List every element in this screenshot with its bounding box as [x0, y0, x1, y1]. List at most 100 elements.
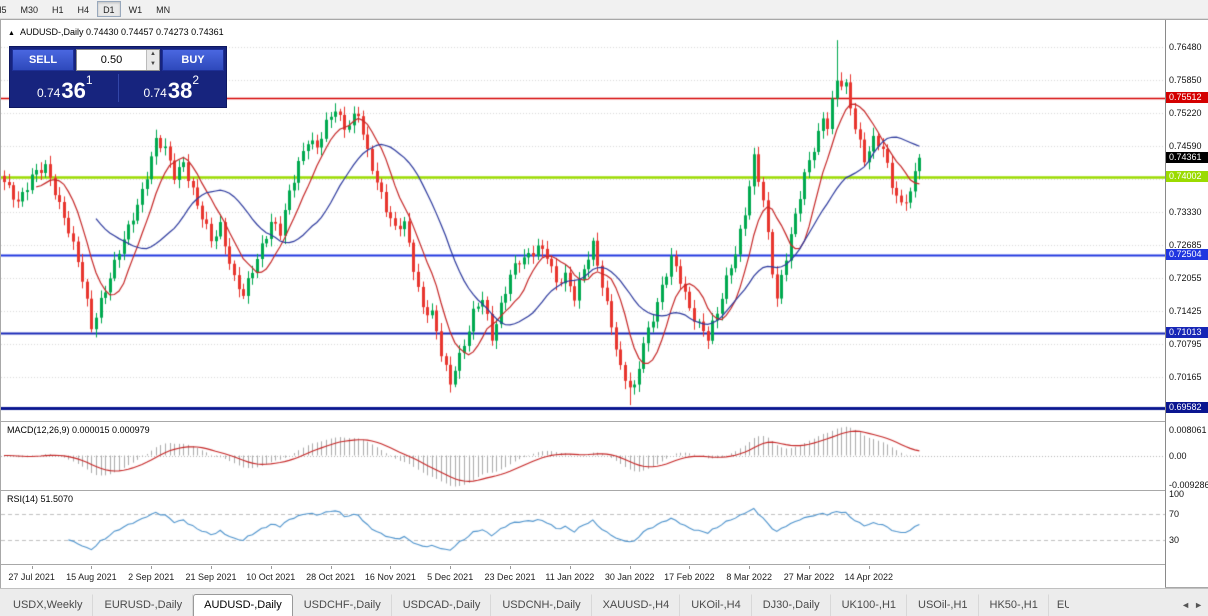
price-axis-label: 0.72055 [1169, 273, 1202, 284]
sell-price-sup-digit: 1 [85, 73, 93, 87]
time-axis-label: 23 Dec 2021 [484, 572, 536, 582]
time-axis-label: 10 Oct 2021 [246, 572, 296, 582]
tab-scroll-controls: ◄ ► [1181, 594, 1206, 616]
time-axis-tick [869, 566, 870, 569]
time-axis-label: 30 Jan 2022 [604, 572, 655, 582]
chart-tab-usdcnh-daily[interactable]: USDCNH-,Daily [491, 594, 592, 616]
timeframe-button-w1[interactable]: W1 [128, 5, 143, 15]
time-axis-label: 28 Oct 2021 [306, 572, 356, 582]
timeframe-button-d1[interactable]: D1 [97, 1, 121, 17]
price-scale[interactable]: 0.76480 0.75850 0.75220 0.74590 0.73330 0.726… [1165, 20, 1208, 587]
macd-axis-label: -0.009286 [1169, 480, 1208, 491]
time-axis-label: 17 Feb 2022 [664, 572, 715, 582]
time-axis-label: 15 Aug 2021 [66, 572, 117, 582]
level-price-label: 0.75512 [1166, 92, 1208, 104]
timeframe-button-h4[interactable]: H4 [77, 5, 90, 15]
pane-separator-rsi[interactable] [1, 490, 1207, 491]
price-axis-label: 0.75850 [1169, 74, 1202, 85]
lot-size-field[interactable]: 0.50 ▲ ▼ [76, 49, 160, 71]
chart-tab-eurusd-daily[interactable]: EURUSD-,Daily [93, 594, 194, 616]
chart-tab-usoil-h1[interactable]: USOil-,H1 [907, 594, 979, 616]
timeframe-button-h1[interactable]: H1 [52, 5, 64, 15]
price-axis-label: 0.73330 [1169, 206, 1202, 217]
lot-size-value[interactable]: 0.50 [100, 54, 123, 66]
price-chart-canvas[interactable] [1, 20, 1165, 565]
time-axis-label: 5 Dec 2021 [427, 572, 474, 582]
time-axis-label: 11 Jan 2022 [545, 572, 595, 582]
macd-indicator-label: MACD(12,26,9) 0.000015 0.000979 [7, 425, 150, 435]
buy-price-sup-digit: 2 [192, 73, 200, 87]
sell-button[interactable]: SELL [12, 49, 74, 71]
time-axis-tick [91, 566, 92, 569]
chart-tab-uk100-h1[interactable]: UK100-,H1 [831, 594, 908, 616]
sell-price-prefix: 0.74 [36, 86, 61, 100]
time-axis-label: 8 Mar 2022 [726, 572, 772, 582]
chart-collapse-icon[interactable]: ▲ [8, 30, 15, 37]
level-price-label: 0.72504 [1166, 249, 1208, 261]
time-axis-tick [450, 566, 451, 569]
chart-tab-usdx-weekly[interactable]: USDX,Weekly [2, 594, 94, 616]
price-axis-label: 0.70165 [1169, 372, 1202, 383]
chart-tab-hk50-h1[interactable]: HK50-,H1 [979, 594, 1049, 616]
pane-separator-timescale[interactable] [1, 564, 1207, 565]
chart-tab-usdcad-daily[interactable]: USDCAD-,Daily [392, 594, 492, 616]
buy-button[interactable]: BUY [162, 49, 224, 71]
chart-tab-xauusd-h4[interactable]: XAUUSD-,H4 [592, 594, 681, 616]
rsi-indicator-label: RSI(14) 51.5070 [7, 494, 74, 504]
time-axis-tick [271, 566, 272, 569]
chart-ohlc-values: 0.74430 0.74457 0.74273 0.74361 [85, 27, 224, 37]
timeframe-button-mn[interactable]: MN [156, 5, 171, 15]
rsi-axis-label: 100 [1169, 489, 1185, 499]
current-price-label: 0.74361 [1166, 152, 1208, 164]
buy-price-display[interactable]: 0.74 38 2 [119, 71, 225, 105]
time-axis-tick [331, 566, 332, 569]
macd-axis-label: 0.008061 [1169, 424, 1207, 435]
buy-price-big-digits: 38 [167, 78, 193, 103]
price-axis-label: 0.74590 [1169, 140, 1202, 151]
chart-tab-usdchf-daily[interactable]: USDCHF-,Daily [293, 594, 392, 616]
time-axis-label: 27 Mar 2022 [783, 572, 835, 582]
time-axis-tick [32, 566, 33, 569]
time-axis-tick [689, 566, 690, 569]
sell-price-big-digits: 36 [61, 78, 86, 103]
level-price-label: 0.71013 [1166, 327, 1208, 339]
time-axis-label: 21 Sep 2021 [185, 572, 237, 582]
chart-ohlc-title: ▲ AUDUSD-,Daily 0.74430 0.74457 0.74273 … [8, 27, 224, 37]
price-axis-label: 0.76480 [1169, 41, 1202, 52]
buy-price-prefix: 0.74 [143, 86, 167, 100]
time-axis-tick [151, 566, 152, 569]
level-price-label: 0.74002 [1166, 171, 1208, 182]
time-axis-label: 27 Jul 2021 [8, 572, 55, 582]
time-axis-label: 14 Apr 2022 [844, 572, 894, 582]
time-axis-label: 16 Nov 2021 [364, 572, 416, 582]
price-axis-label: 0.75220 [1169, 107, 1202, 118]
lot-size-stepper: ▲ ▼ [146, 50, 159, 70]
one-click-trading-panel: SELL 0.50 ▲ ▼ BUY 0.74 36 1 [9, 46, 227, 108]
timeframe-button-m5[interactable]: M5 [0, 5, 7, 15]
sell-price-display[interactable]: 0.74 36 1 [12, 71, 118, 105]
chart-tab-ukoil-h4[interactable]: UKOil-,H4 [680, 594, 752, 616]
time-axis-tick [211, 566, 212, 569]
time-axis-label: 2 Sep 2021 [128, 572, 175, 582]
lot-decrease-button[interactable]: ▼ [150, 61, 156, 67]
chart-tab-dj30-daily[interactable]: DJ30-,Daily [752, 594, 831, 616]
price-axis-label: 0.71425 [1169, 306, 1202, 317]
time-axis-tick [749, 566, 750, 569]
time-scale[interactable]: 27 Jul 2021 15 Aug 2021 2 Sep 2021 21 Sep 2… [1, 566, 1165, 589]
chart-tab-eu[interactable]: EU [1056, 599, 1069, 611]
lot-increase-button[interactable]: ▲ [150, 51, 156, 57]
time-axis-tick [630, 566, 631, 569]
price-axis-label: 0.70795 [1169, 339, 1202, 350]
chart-tab-audusd-daily[interactable]: AUDUSD-,Daily [193, 594, 293, 616]
tab-scroll-left-button[interactable]: ◄ [1181, 600, 1191, 610]
pane-separator-macd[interactable] [1, 421, 1207, 422]
timeframe-toolbar: M5 M30 H1 H4 D1 W1 MN [0, 0, 1208, 19]
chart-symbol-period: AUDUSD-,Daily [19, 27, 84, 37]
trade-panel-divider [117, 74, 119, 102]
time-axis-tick [570, 566, 571, 569]
level-price-label: 0.69582 [1166, 402, 1208, 414]
macd-axis-label: 0.00 [1169, 450, 1187, 461]
tab-scroll-right-button[interactable]: ► [1194, 600, 1203, 610]
timeframe-button-m30[interactable]: M30 [20, 5, 39, 15]
